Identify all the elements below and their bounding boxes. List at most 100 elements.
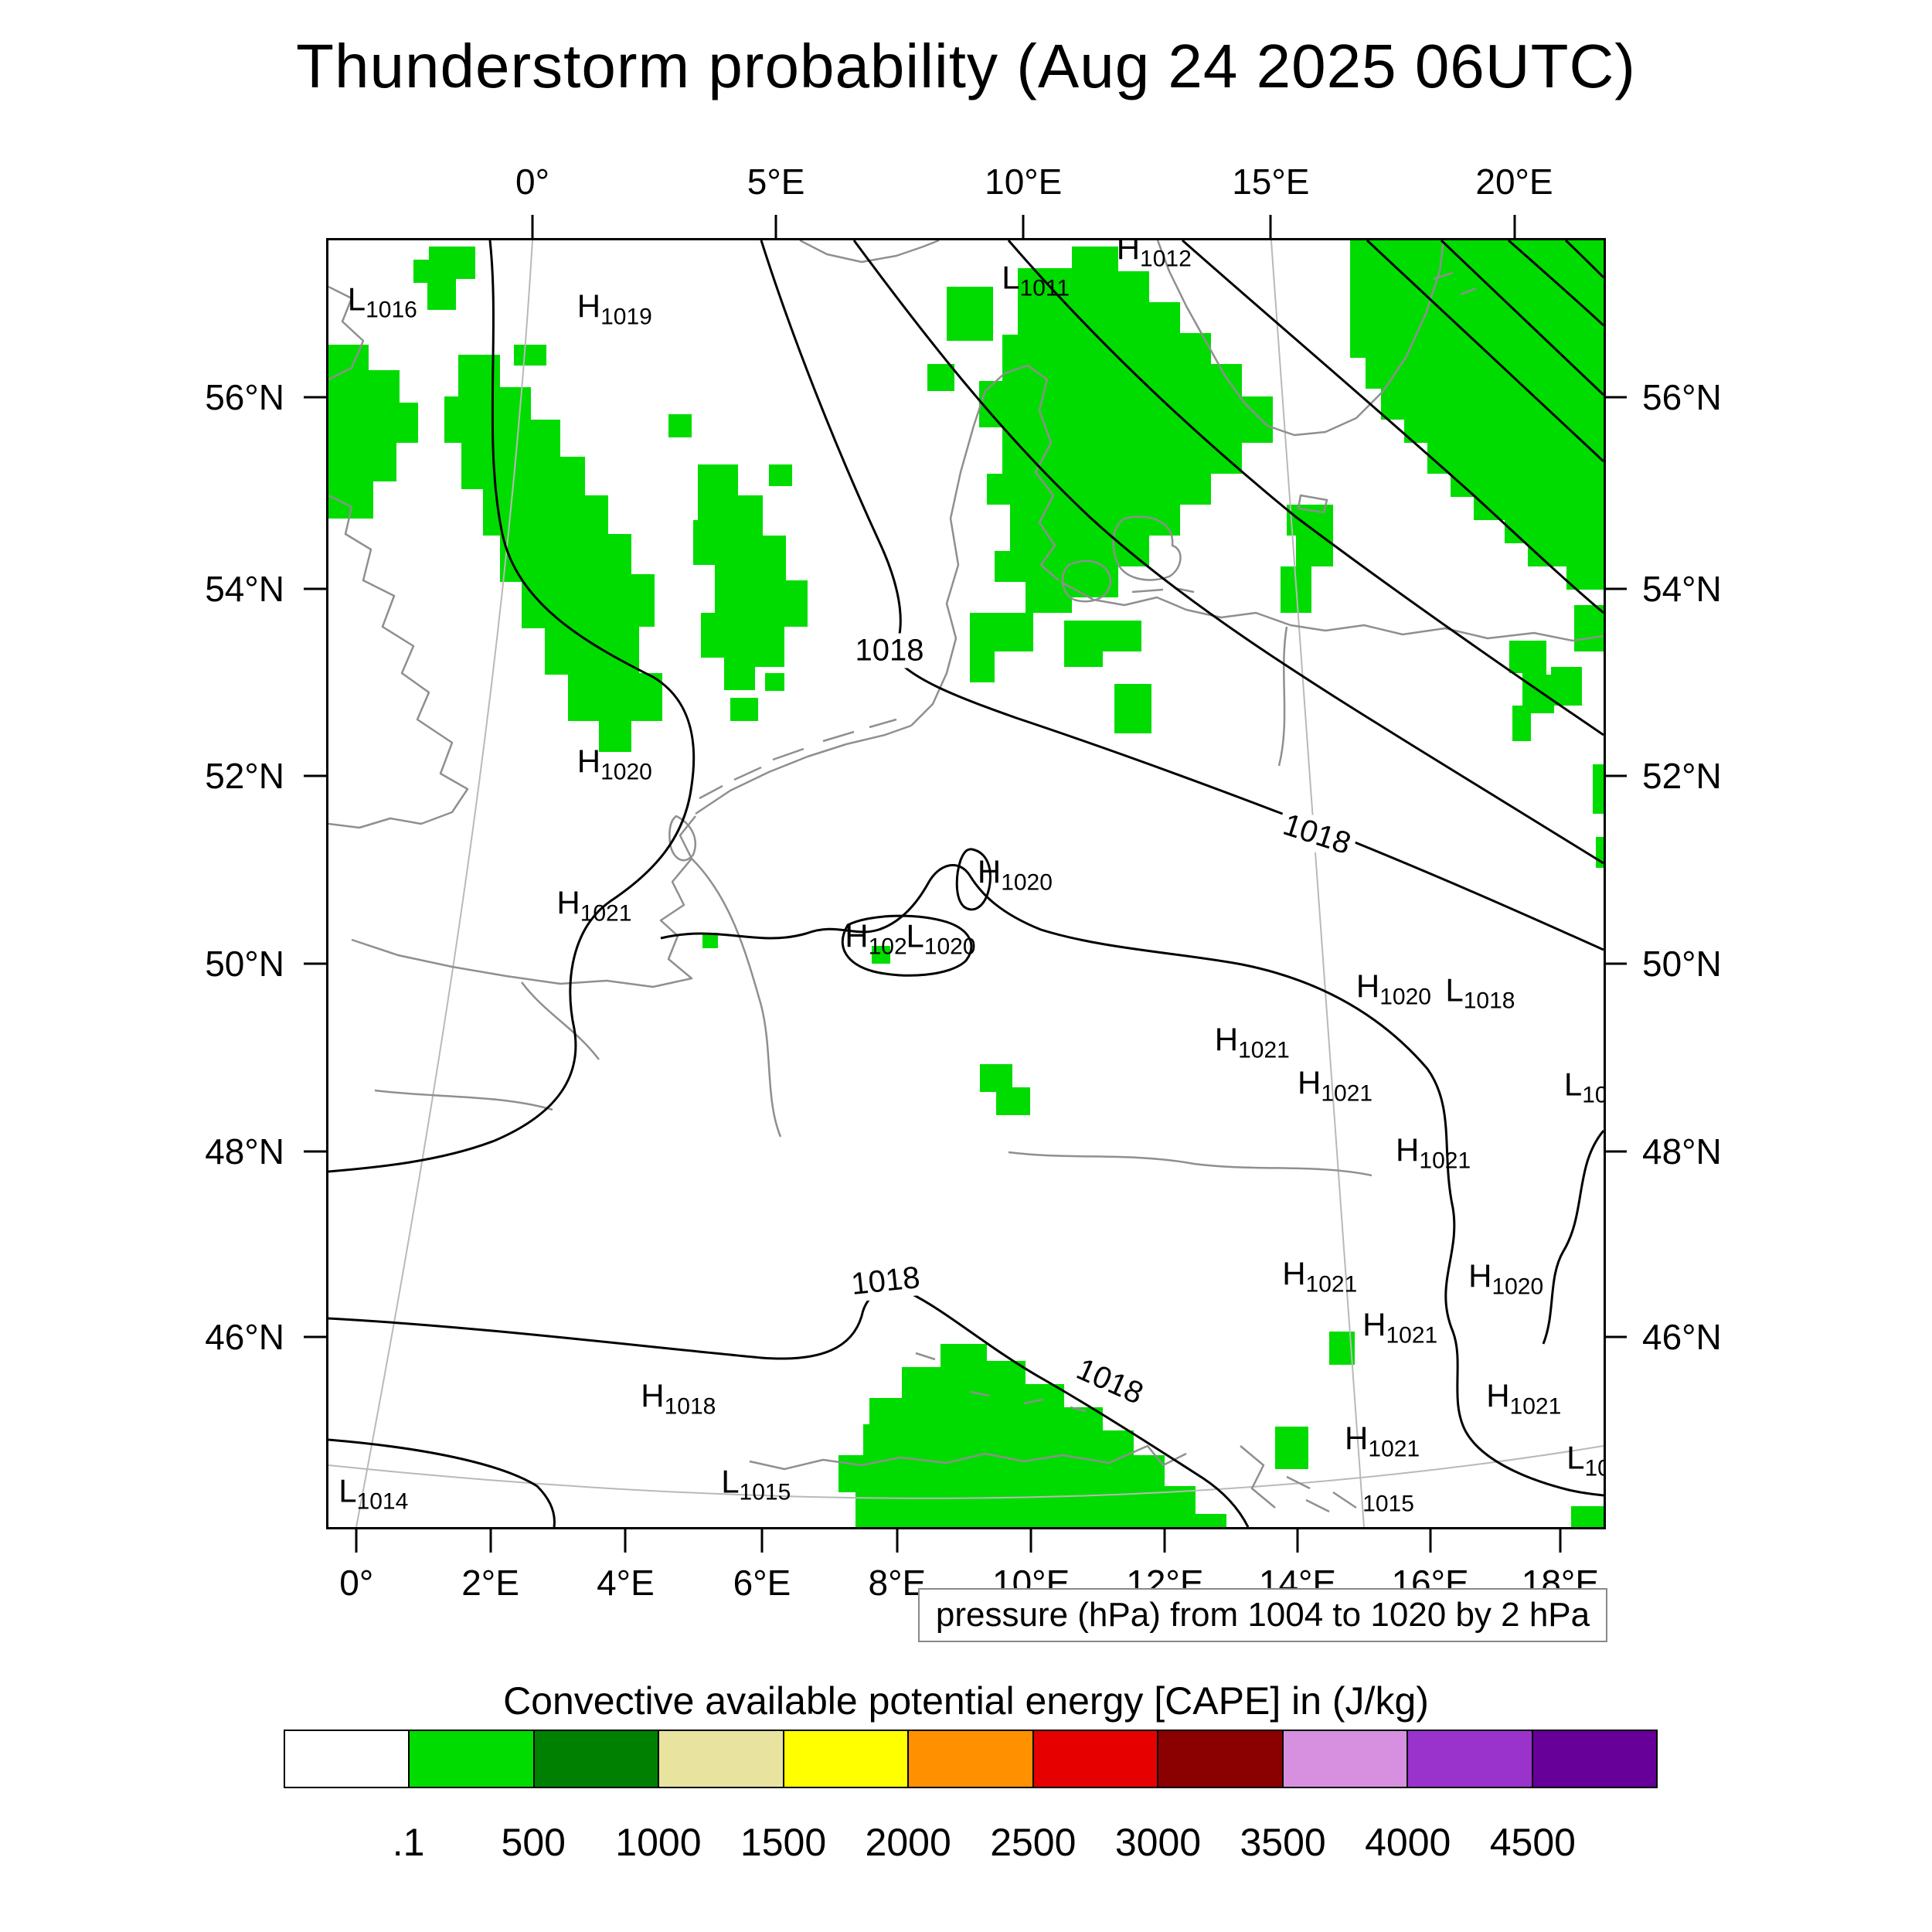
colorbar-segment [1283, 1730, 1409, 1788]
pressure-center-label: L1018 [1445, 971, 1515, 1015]
axis-tick-bottom [1559, 1529, 1562, 1553]
pressure-legend-box: pressure (hPa) from 1004 to 1020 by 2 hP… [918, 1588, 1607, 1642]
pressure-center-label: H1021 [1345, 1420, 1420, 1462]
axis-tick-bottom [896, 1529, 899, 1553]
pressure-center-label: H1020 [1468, 1257, 1544, 1300]
axis-tick-bottom [1296, 1529, 1299, 1553]
axis-tick-top [774, 215, 777, 238]
axis-tick-right [1604, 587, 1627, 590]
cape-colorbar-labels: .1 500 1000 1500 2000 2500 3000 3500 4000 4500 [284, 1820, 1658, 1866]
axis-tick-top [531, 215, 534, 238]
colorbar-tick-label: 2500 [990, 1821, 1077, 1864]
axis-left: 56°N 54°N 52°N 50°N 48°N 46°N [131, 240, 327, 1527]
pressure-center-label: H102 [845, 917, 907, 961]
axis-label-top: 15°E [1232, 162, 1310, 202]
axis-label-bottom: 8°E [868, 1563, 927, 1603]
axis-label-right: 46°N [1642, 1316, 1722, 1357]
axis-tick-right [1604, 962, 1627, 965]
axis-label-right: 54°N [1642, 569, 1722, 610]
colorbar-tick-label: 3500 [1240, 1821, 1326, 1864]
axis-top: 0° 5°E 10°E 15°E 20°E [328, 162, 1604, 238]
pressure-legend-text: pressure (hPa) from 1004 to 1020 by 2 hP… [935, 1596, 1590, 1634]
axis-tick-top [1513, 215, 1515, 238]
axis-label-right: 56°N [1642, 377, 1722, 418]
axis-label-top: 0° [515, 162, 549, 202]
colorbar-segment [784, 1730, 910, 1788]
page-title: Thunderstorm probability (Aug 24 2025 06… [296, 32, 1636, 100]
axis-label-right: 52°N [1642, 755, 1722, 796]
axis-tick-bottom [1163, 1529, 1166, 1553]
axis-tick-bottom [760, 1529, 764, 1553]
pressure-center-label: H1012 [1116, 238, 1192, 272]
axis-tick-left [304, 962, 327, 965]
pressure-center-label: L1016 [347, 281, 417, 323]
cape-colorbar [284, 1730, 1658, 1788]
pressure-center-label: L1020 [906, 917, 976, 961]
axis-label-top: 10°E [985, 162, 1063, 202]
pressure-center-label: H1020 [1355, 968, 1431, 1011]
axis-label-left: 46°N [205, 1316, 284, 1357]
pressure-center-label: H1021 [1298, 1064, 1373, 1107]
colorbar-segment [659, 1730, 784, 1788]
axis-label-right: 48°N [1642, 1131, 1722, 1172]
axis-tick-bottom [489, 1529, 492, 1553]
axis-tick-left [304, 396, 327, 399]
colorbar-title: Convective available potential energy [C… [503, 1679, 1429, 1723]
colorbar-tick-label: 1000 [615, 1821, 702, 1864]
axis-label-top: 5°E [747, 162, 805, 202]
axis-tick-right [1604, 774, 1627, 777]
axis-label-bottom: 4°E [597, 1563, 655, 1603]
axis-label-left: 52°N [205, 755, 284, 796]
axis-label-bottom: 6°E [733, 1563, 791, 1603]
pressure-center-label: L10 [1563, 1066, 1606, 1108]
axis-label-left: 54°N [205, 569, 284, 610]
colorbar-tick-label: 500 [501, 1821, 566, 1864]
axis-tick-bottom [1429, 1529, 1432, 1553]
map-frame: 1018 1018 1018 1018 L1016 H1019 L1011 H1012 H10… [326, 238, 1606, 1529]
axis-tick-left [304, 774, 327, 777]
colorbar-segment [1158, 1730, 1284, 1788]
colorbar-tick-label: 3000 [1114, 1821, 1202, 1864]
axis-label-top: 20°E [1475, 162, 1553, 202]
axis-tick-bottom [1029, 1529, 1032, 1553]
colorbar-segment [909, 1730, 1034, 1788]
pressure-center-label: H1018 [641, 1377, 716, 1420]
pressure-centers-layer: L1016 H1019 L1011 H1012 H1020 H1021 H1020 H102 L… [328, 240, 1604, 1527]
axis-tick-right [1604, 396, 1627, 399]
axis-tick-right [1604, 1150, 1627, 1153]
pressure-center-label: H1021 [1214, 1020, 1290, 1063]
pressure-center-label: 1015 [1362, 1492, 1414, 1518]
axis-label-bottom: 2°E [461, 1563, 519, 1603]
colorbar-segment [1532, 1730, 1658, 1788]
axis-tick-left [304, 1150, 327, 1153]
colorbar-tick-label: .1 [392, 1821, 425, 1864]
coastline-layer [328, 240, 1604, 1513]
pressure-center-label: H1021 [1282, 1254, 1358, 1298]
pressure-center-label: L1015 [721, 1463, 791, 1506]
colorbar-tick-label: 4500 [1489, 1821, 1576, 1864]
colorbar-segment [534, 1730, 660, 1788]
isobar-layer [328, 240, 1604, 1527]
contour-labels-layer: 1018 1018 1018 1018 [328, 240, 1604, 1527]
pressure-center-label: H1021 [556, 884, 632, 927]
colorbar-tick-label: 4000 [1365, 1821, 1451, 1864]
pressure-center-label: H1020 [977, 853, 1053, 896]
pressure-center-label: H1020 [577, 743, 652, 785]
axis-tick-top [1269, 215, 1272, 238]
axis-label-left: 56°N [205, 377, 284, 418]
pressure-center-label: L1011 [1002, 259, 1070, 301]
axis-tick-left [304, 587, 327, 590]
axis-tick-bottom [355, 1529, 358, 1553]
axis-tick-right [1604, 1335, 1627, 1338]
colorbar-segment [1408, 1730, 1533, 1788]
axis-label-bottom: 0° [339, 1563, 374, 1603]
pressure-center-label: L1014 [338, 1472, 409, 1515]
axis-tick-left [304, 1335, 327, 1338]
map-canvas [328, 240, 1604, 1527]
axis-label-right: 50°N [1642, 943, 1722, 984]
pressure-center-label: H1021 [1396, 1131, 1471, 1174]
axis-tick-bottom [624, 1529, 627, 1553]
pressure-center-label: H1021 [1486, 1377, 1562, 1420]
pressure-center-label: H1019 [577, 287, 652, 330]
colorbar-tick-label: 1500 [740, 1821, 827, 1864]
